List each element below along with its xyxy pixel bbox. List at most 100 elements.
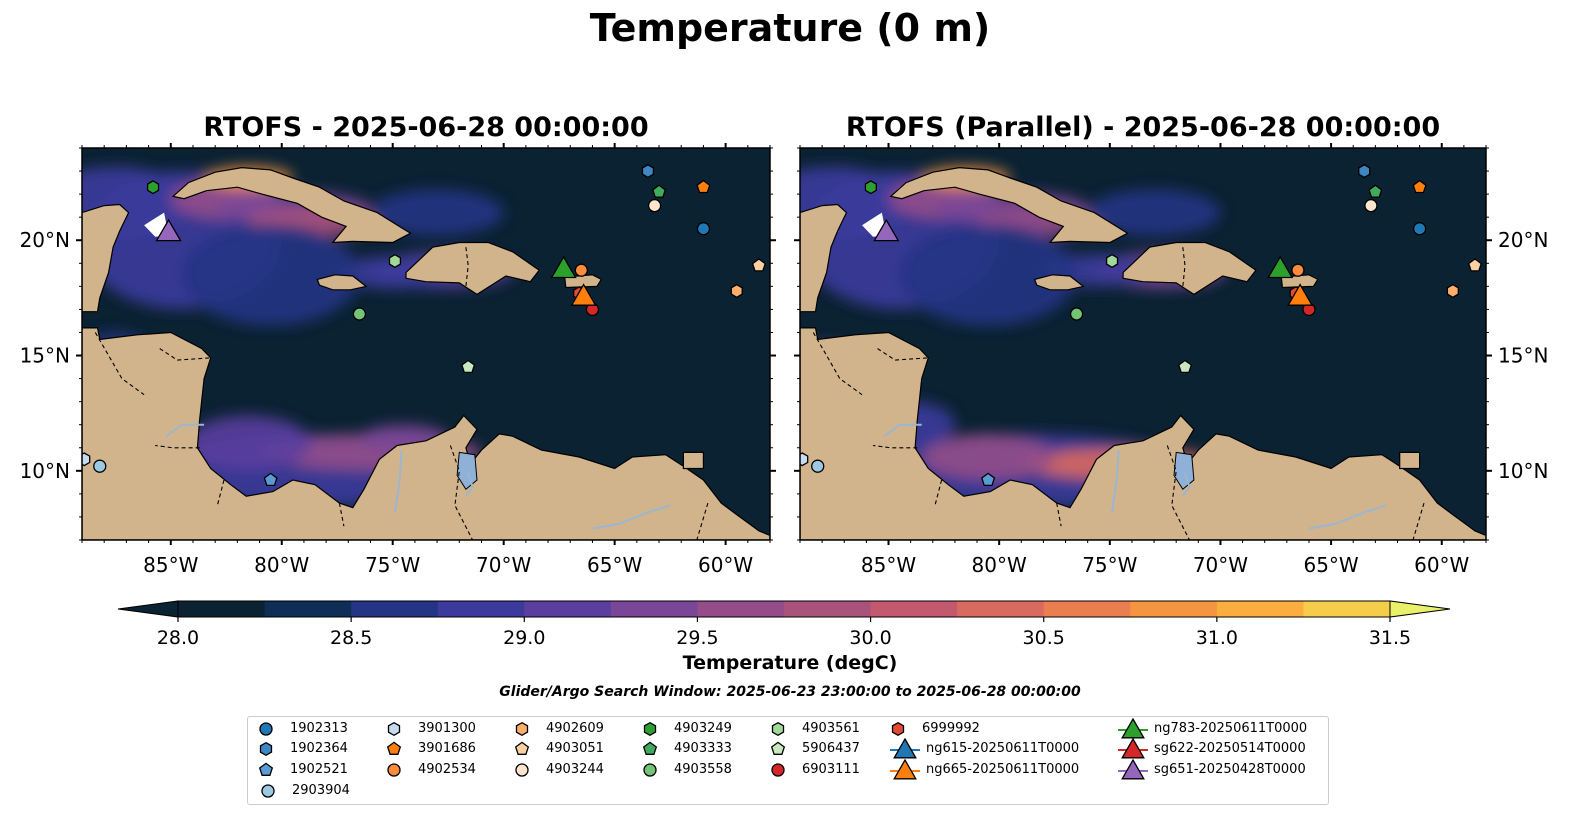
platform-3901300 (800, 452, 809, 467)
legend-label: 2903904 (292, 783, 350, 798)
hexagon-marker-icon (891, 721, 905, 737)
legend-item-4903558: 4903558 (640, 759, 732, 780)
legend-label: 1902521 (290, 762, 348, 777)
legend-label: 3901686 (418, 741, 476, 756)
legend-marker (386, 741, 402, 755)
legend-label: 6999992 (922, 721, 980, 736)
legend-item-1902313: 1902313 (256, 718, 348, 739)
platform-3901686 (696, 179, 711, 194)
legend-item-4902534: 4902534 (384, 759, 476, 780)
glider-ng665 (1287, 283, 1314, 306)
land-cuba (171, 166, 412, 244)
platform-4903249 (864, 180, 877, 195)
colorbar-tick-label: 31.0 (1196, 627, 1238, 649)
legend-marker (259, 722, 273, 736)
colorbar-tick-label: 29.0 (503, 627, 545, 649)
colorbar-extend-low (117, 600, 179, 618)
hexagon-marker-icon (515, 721, 529, 737)
glider-ng783 (1267, 255, 1294, 279)
legend-marker (1121, 738, 1145, 759)
colorbar-segment (178, 601, 266, 617)
map-panel-rtofs-parallel: 85°W 80°W 75°W 70°W 65°W 60°W 10°N 15°N 20°N (794, 143, 1548, 577)
x-tick-label: 70°W (1193, 553, 1248, 577)
left-panel-title: RTOFS - 2025-06-28 00:00:00 (203, 112, 649, 143)
glider-triangle-icon (1118, 738, 1148, 759)
y-tick-label: 15°N (20, 344, 70, 368)
colorbar-segment (524, 601, 612, 617)
country-border (1056, 502, 1062, 527)
legend-item-ng783-20250611T0000: ng783-20250611T0000 (1116, 718, 1307, 739)
legend-item-5906437: 5906437 (768, 738, 860, 759)
circle-marker-icon (259, 722, 273, 736)
x-tick-label: 75°W (1082, 553, 1137, 577)
land-trinidad (1399, 451, 1421, 470)
land-hispaniola (1122, 241, 1257, 296)
country-border (872, 444, 918, 449)
circle-marker-icon (515, 763, 529, 777)
platform-1902364 (1358, 164, 1371, 179)
legend-label: 6903111 (802, 762, 860, 777)
platform-4903561 (388, 253, 402, 269)
platform-5906437 (1178, 359, 1193, 374)
land-mainland (800, 327, 1486, 540)
circle-marker-icon (643, 763, 657, 777)
x-tick-label: 85°W (143, 553, 198, 577)
figure-title: Temperature (0 m) (589, 6, 991, 50)
country-border (877, 348, 929, 361)
pentagon-marker-icon (514, 741, 530, 755)
colorbar-tick-label: 30.5 (1023, 627, 1065, 649)
legend-item-6903111: 6903111 (768, 759, 860, 780)
platform-4903249 (146, 180, 160, 195)
legend-item-4903051: 4903051 (512, 738, 604, 759)
x-tick-label: 65°W (1303, 553, 1358, 577)
x-tick-label: 85°W (861, 553, 916, 577)
colorbar-segment (264, 601, 352, 617)
platform-1902313 (1412, 222, 1427, 236)
colorbar-segment (697, 601, 785, 617)
colorbar-tick-label: 29.5 (676, 627, 718, 649)
platform-3901300 (82, 452, 91, 467)
platform-4903558 (1069, 307, 1084, 321)
platform-1902521 (263, 472, 278, 487)
legend-item-4903249: 4903249 (640, 718, 732, 739)
land-mainland (82, 327, 770, 540)
platform-4903333 (1368, 184, 1383, 198)
country-border (216, 479, 225, 506)
country-border (159, 348, 211, 361)
legend-marker (515, 763, 529, 777)
hexagon-marker-icon (771, 721, 785, 737)
legend-label: ng665-20250611T0000 (926, 762, 1080, 777)
legend-item-4902609: 4902609 (512, 718, 604, 739)
river (465, 472, 474, 497)
colorbar-extend-high (1389, 600, 1451, 618)
legend-marker (893, 738, 917, 759)
colorbar-segment (351, 601, 439, 617)
colorbar-segment (437, 601, 525, 617)
platform-2903904 (811, 459, 825, 473)
y-tick-label: 10°N (1498, 459, 1548, 483)
map-frame (81, 147, 771, 541)
platform-4902609 (730, 283, 743, 299)
x-tick-label: 80°W (972, 553, 1027, 577)
legend: 1902313 1902364 1902521 2903904 3901300 39016… (247, 716, 1329, 805)
x-tick-label: 80°W (254, 553, 309, 577)
legend-marker (387, 721, 401, 737)
hexagon-marker-icon (643, 721, 657, 737)
pentagon-marker-icon (642, 741, 658, 755)
hexagon-marker-icon (387, 721, 401, 737)
legend-item-sg651-20250428T0000: sg651-20250428T0000 (1116, 759, 1306, 780)
legend-marker (514, 741, 530, 755)
legend-label: 1902364 (290, 741, 348, 756)
legend-marker (642, 741, 658, 755)
glider-ng665 (570, 283, 597, 306)
platform-3901686 (1412, 179, 1427, 194)
glider-sg651 (873, 218, 900, 242)
river (883, 423, 922, 438)
legend-item-ng665-20250611T0000: ng665-20250611T0000 (888, 759, 1079, 780)
legend-marker (771, 721, 785, 737)
land-jamaica (316, 274, 368, 291)
platform-4903051 (751, 258, 766, 272)
river (165, 423, 205, 438)
y-tick-label: 10°N (20, 459, 70, 483)
colorbar-tick-label: 28.5 (330, 627, 372, 649)
